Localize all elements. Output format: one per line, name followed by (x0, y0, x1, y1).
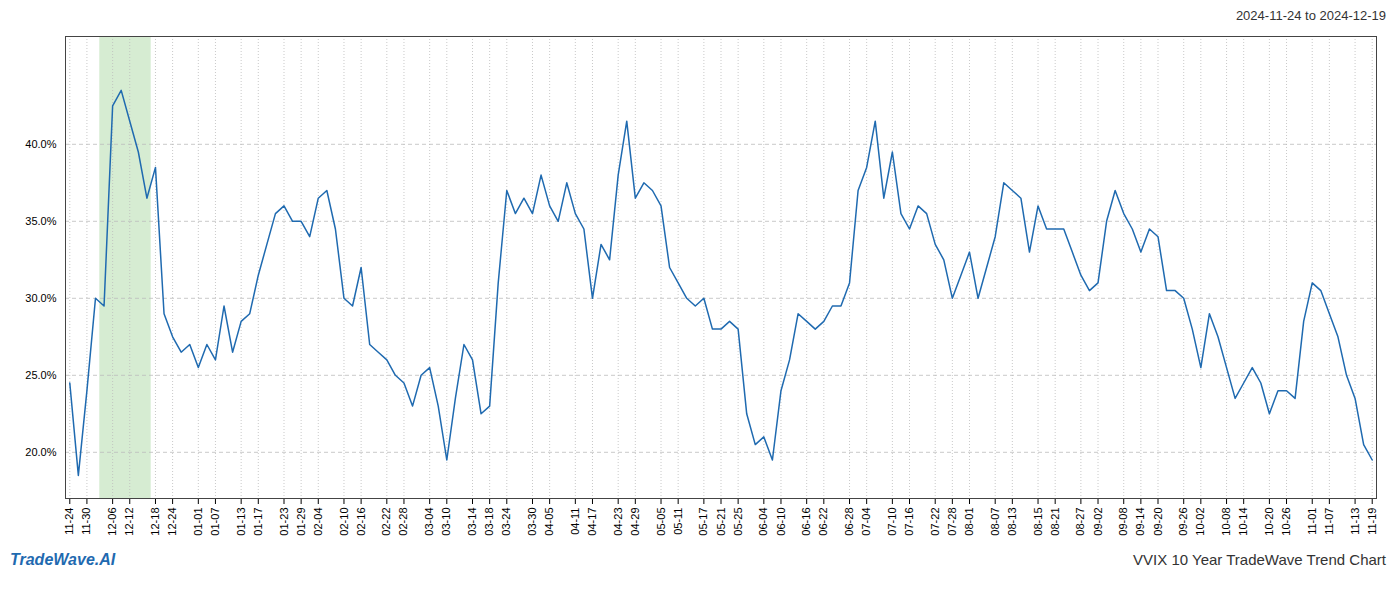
svg-text:05-05: 05-05 (655, 508, 667, 536)
svg-text:08-07: 08-07 (989, 508, 1001, 536)
svg-text:03-04: 03-04 (423, 508, 435, 536)
svg-text:02-04: 02-04 (312, 508, 324, 536)
svg-text:08-01: 08-01 (963, 508, 975, 536)
svg-text:35.0%: 35.0% (25, 215, 56, 227)
html-text:VVIX 10 Year TradeWave Trend C: VVIX 10 Year TradeWave Trend Chart (1133, 551, 1386, 568)
svg-text:09-20: 09-20 (1152, 508, 1164, 536)
svg-text:01-29: 01-29 (295, 508, 307, 536)
svg-text:01-01: 01-01 (192, 508, 204, 536)
svg-text:02-10: 02-10 (338, 508, 350, 536)
svg-text:06-04: 06-04 (757, 508, 769, 536)
svg-text:12-12: 12-12 (123, 508, 135, 536)
svg-text:10-20: 10-20 (1263, 508, 1275, 536)
html-text:2024-11-24 to 2024-12-19: 2024-11-24 to 2024-12-19 (1235, 8, 1386, 23)
svg-text:04-05: 04-05 (543, 508, 555, 536)
html-text:TradeWave.AI: TradeWave.AI (10, 551, 116, 568)
svg-text:03-30: 03-30 (526, 508, 538, 536)
svg-text:03-24: 03-24 (500, 508, 512, 536)
svg-text:09-26: 09-26 (1177, 508, 1189, 536)
svg-text:11-07: 11-07 (1323, 508, 1335, 535)
svg-text:08-27: 08-27 (1074, 508, 1086, 536)
svg-text:11-30: 11-30 (80, 508, 92, 535)
svg-text:05-17: 05-17 (697, 508, 709, 536)
svg-text:11-13: 11-13 (1349, 508, 1361, 535)
svg-text:11-19: 11-19 (1366, 508, 1378, 535)
svg-text:07-16: 07-16 (903, 508, 915, 536)
svg-text:08-15: 08-15 (1032, 508, 1044, 536)
svg-text:05-21: 05-21 (715, 508, 727, 536)
svg-text:10-02: 10-02 (1194, 508, 1206, 536)
svg-text:09-02: 09-02 (1092, 508, 1104, 536)
svg-text:01-17: 01-17 (252, 508, 264, 536)
svg-text:12-18: 12-18 (149, 508, 161, 536)
svg-text:09-08: 09-08 (1117, 508, 1129, 536)
svg-text:02-16: 02-16 (355, 508, 367, 536)
svg-text:30.0%: 30.0% (25, 292, 56, 304)
svg-text:03-14: 03-14 (466, 508, 478, 536)
svg-text:03-10: 03-10 (440, 508, 452, 536)
svg-text:07-04: 07-04 (860, 508, 872, 536)
svg-text:01-23: 01-23 (278, 508, 290, 536)
svg-text:11-01: 11-01 (1306, 508, 1318, 535)
svg-text:12-24: 12-24 (166, 508, 178, 536)
svg-text:04-23: 04-23 (612, 508, 624, 536)
svg-text:04-11: 04-11 (569, 508, 581, 535)
svg-text:01-07: 01-07 (209, 508, 221, 536)
svg-text:08-13: 08-13 (1006, 508, 1018, 536)
svg-text:40.0%: 40.0% (25, 138, 56, 150)
svg-text:12-06: 12-06 (106, 508, 118, 536)
svg-text:06-16: 06-16 (800, 508, 812, 536)
svg-text:04-29: 04-29 (629, 508, 641, 536)
svg-text:07-22: 07-22 (929, 508, 941, 536)
svg-text:08-21: 08-21 (1049, 508, 1061, 536)
svg-text:06-22: 06-22 (817, 508, 829, 536)
svg-text:10-14: 10-14 (1237, 508, 1249, 536)
svg-text:09-14: 09-14 (1134, 508, 1146, 536)
svg-text:05-11: 05-11 (672, 508, 684, 535)
svg-text:02-28: 02-28 (397, 508, 409, 536)
svg-text:20.0%: 20.0% (25, 446, 56, 458)
svg-text:07-28: 07-28 (946, 508, 958, 536)
svg-text:06-28: 06-28 (843, 508, 855, 536)
svg-text:03-18: 03-18 (483, 508, 495, 536)
svg-text:05-25: 05-25 (732, 508, 744, 536)
svg-text:04-17: 04-17 (586, 508, 598, 536)
svg-text:06-10: 06-10 (775, 508, 787, 536)
svg-text:25.0%: 25.0% (25, 369, 56, 381)
svg-text:10-26: 10-26 (1280, 508, 1292, 536)
svg-text:11-24: 11-24 (63, 508, 75, 535)
svg-text:01-13: 01-13 (235, 508, 247, 536)
svg-text:10-08: 10-08 (1220, 508, 1232, 536)
svg-text:07-10: 07-10 (886, 508, 898, 536)
svg-text:02-22: 02-22 (380, 508, 392, 536)
